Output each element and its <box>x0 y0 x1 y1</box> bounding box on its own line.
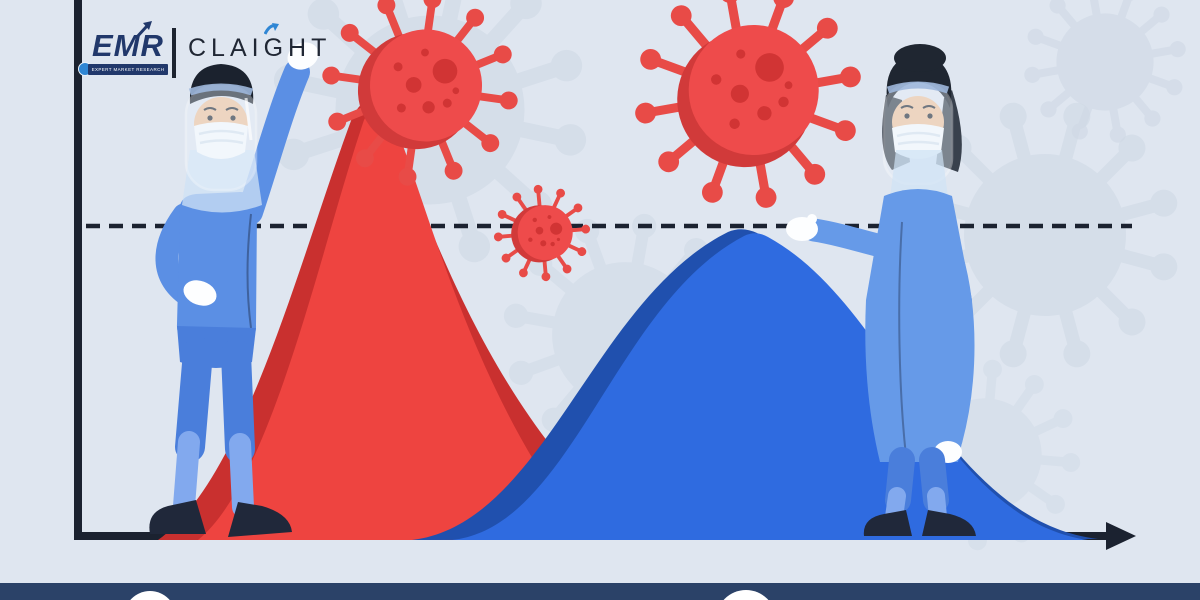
healthcare-worker-right <box>786 44 976 536</box>
emr-tagline: EXPERT MARKET RESEARCH <box>88 64 168 75</box>
virus-large-right-icon <box>615 0 880 228</box>
footer-bar <box>0 583 1200 600</box>
brand-logo: EMR EXPERT MARKET RESEARCH CLAIGHT <box>78 21 338 84</box>
shoe-left <box>863 510 912 536</box>
shoe-left <box>149 500 206 534</box>
footer-icon-chip-1 <box>124 591 176 600</box>
red-curve <box>158 100 645 540</box>
claight-accent-arrow-icon <box>264 23 279 35</box>
footer-icon-chip-2 <box>716 590 776 600</box>
emr-growth-arrow-icon <box>134 21 152 40</box>
x-axis-arrow-icon <box>1106 522 1136 550</box>
shoe-right <box>228 502 292 537</box>
shoe-right <box>922 510 976 536</box>
y-axis <box>74 0 82 540</box>
claight-wordmark: CLAIGHT <box>188 34 332 62</box>
glove-hip <box>183 280 217 306</box>
logo-divider <box>172 28 176 78</box>
glove-raised <box>287 42 319 70</box>
emr-wordmark: EMR <box>92 28 164 63</box>
healthcare-worker-left <box>149 42 319 537</box>
